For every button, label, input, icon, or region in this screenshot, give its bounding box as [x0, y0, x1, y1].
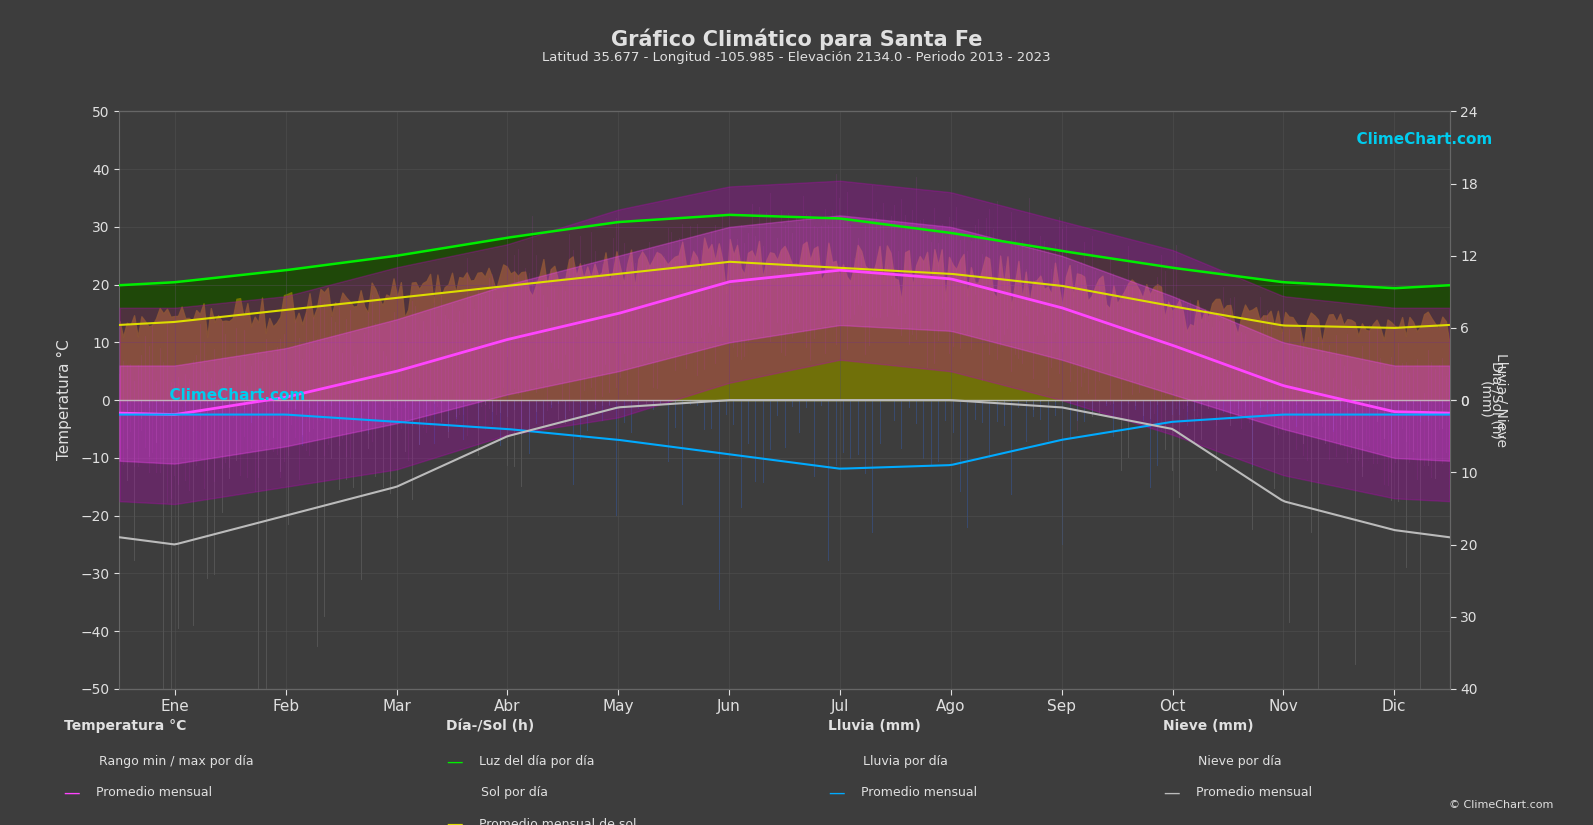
Text: ClimeChart.com: ClimeChart.com [159, 388, 306, 403]
Text: —: — [1163, 784, 1179, 802]
Text: Día-/Sol (h): Día-/Sol (h) [446, 719, 534, 733]
Text: Nieve (mm): Nieve (mm) [1163, 719, 1254, 733]
Y-axis label: Lluvia / Nieve
(mm): Lluvia / Nieve (mm) [1478, 353, 1509, 447]
Text: Latitud 35.677 - Longitud -105.985 - Elevación 2134.0 - Periodo 2013 - 2023: Latitud 35.677 - Longitud -105.985 - Ele… [542, 51, 1051, 64]
Text: Gráfico Climático para Santa Fe: Gráfico Climático para Santa Fe [610, 29, 983, 50]
Y-axis label: Temperatura °C: Temperatura °C [57, 340, 72, 460]
Text: Sol por día: Sol por día [481, 786, 548, 799]
Text: —: — [828, 784, 844, 802]
Text: Lluvia (mm): Lluvia (mm) [828, 719, 921, 733]
Text: ClimeChart.com: ClimeChart.com [1346, 132, 1493, 147]
Text: Promedio mensual de sol: Promedio mensual de sol [475, 818, 636, 825]
Text: Rango min / max por día: Rango min / max por día [99, 755, 253, 768]
Text: —: — [446, 752, 462, 771]
Text: Nieve por día: Nieve por día [1198, 755, 1281, 768]
Text: Promedio mensual: Promedio mensual [92, 786, 212, 799]
Text: Promedio mensual: Promedio mensual [1192, 786, 1311, 799]
Text: Temperatura °C: Temperatura °C [64, 719, 186, 733]
Text: Luz del día por día: Luz del día por día [475, 755, 594, 768]
Text: Promedio mensual: Promedio mensual [857, 786, 977, 799]
Text: —: — [446, 815, 462, 825]
Y-axis label: Día-/Sol (h): Día-/Sol (h) [1489, 361, 1502, 439]
Text: —: — [64, 784, 80, 802]
Text: Lluvia por día: Lluvia por día [863, 755, 948, 768]
Text: © ClimeChart.com: © ClimeChart.com [1448, 800, 1553, 810]
